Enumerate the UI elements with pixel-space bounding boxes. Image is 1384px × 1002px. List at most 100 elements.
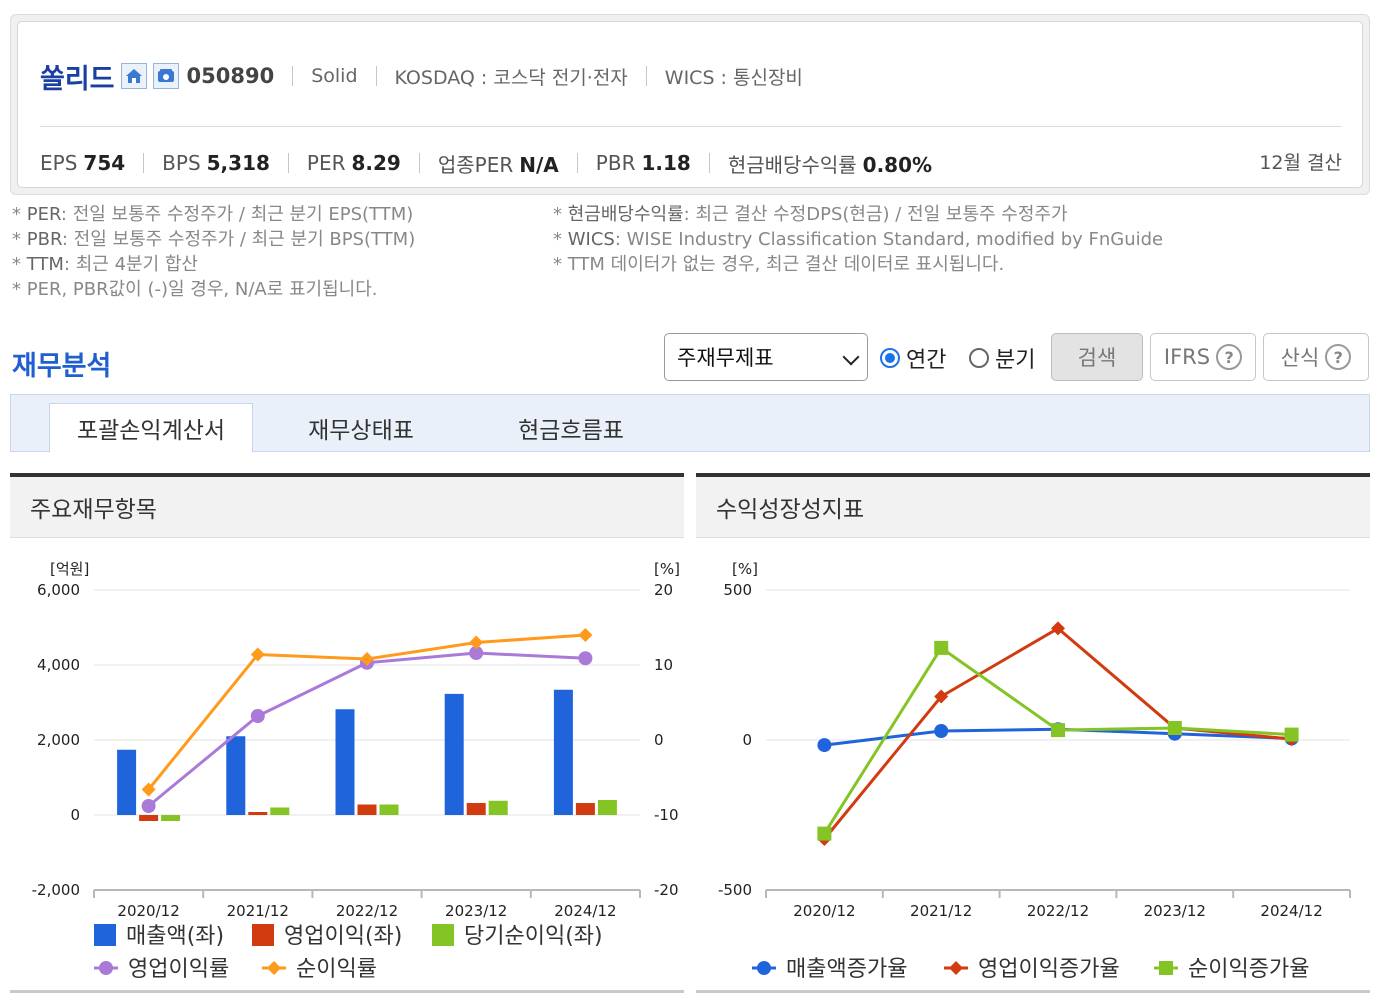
- divider: [143, 153, 145, 173]
- divider: [645, 66, 647, 86]
- metric-value: 1.18: [641, 151, 691, 175]
- company-summary-inner: 쏠리드 050890 Solid KOSDAQ : 코스닥 전기·전자 WICS…: [17, 21, 1363, 188]
- x-tick-label: 2021/12: [910, 902, 972, 920]
- line-point-1: [250, 647, 265, 662]
- legend-label: 영업이익(좌): [284, 924, 402, 949]
- line-point-0: [934, 724, 949, 738]
- panel-bottom-border: [696, 990, 1370, 993]
- growth-indicators-chart: 500 0 -500 [%] 2020/12 2021/12 2022/12 2023/12 2…: [718, 560, 1351, 982]
- bar-0: [444, 693, 464, 815]
- line-point-1: [141, 782, 156, 797]
- panel-bottom-border: [10, 990, 684, 993]
- note-text: PER, PBR값이 (-)일 경우, N/A로 표기됩니다.: [26, 279, 378, 300]
- line-point-1: [469, 635, 484, 650]
- company-wics: WICS : 통신장비: [664, 66, 803, 89]
- note-key: WICS: [567, 229, 615, 250]
- formula-button[interactable]: 산식 ?: [1263, 333, 1369, 381]
- line-point-0: [817, 738, 832, 753]
- tab-income-statement[interactable]: 포괄손익계산서: [49, 403, 253, 453]
- bar-2: [161, 815, 181, 821]
- divider: [375, 66, 377, 86]
- notes-right: * 현금배당수익률: 최근 결산 수정DPS(현금) / 전일 보통주 수정주가…: [553, 202, 1163, 277]
- metric-value: 5,318: [206, 151, 270, 175]
- y-tick-label: 4,000: [37, 656, 80, 674]
- bar-1: [248, 812, 268, 815]
- note-text: : 전일 보통주 수정주가 / 최근 분기 BPS(TTM): [61, 229, 416, 250]
- legend-marker: [267, 961, 281, 975]
- bar-2: [488, 800, 508, 815]
- company-name: 쏠리드: [40, 63, 115, 95]
- y-tick-label: 0: [742, 731, 752, 749]
- legend-label: 당기순이익(좌): [464, 924, 603, 949]
- legend-swatch: [432, 924, 454, 946]
- line-point-0: [250, 709, 265, 723]
- asterisk-icon: *: [553, 229, 568, 250]
- x-tick-label: 2021/12: [227, 902, 289, 920]
- y-axis-unit: [억원]: [50, 560, 89, 578]
- y-axis-unit: [%]: [732, 560, 758, 578]
- metric-value: N/A: [519, 152, 559, 177]
- legend-swatch: [252, 924, 274, 946]
- ifrs-button[interactable]: IFRS ?: [1150, 333, 1256, 381]
- metric-value: 8.29: [351, 151, 401, 175]
- line-point-1: [934, 689, 949, 704]
- metric-4: PBR 1.18: [596, 151, 691, 175]
- radio-annual-label: 연간: [906, 348, 947, 373]
- bar-2: [597, 800, 617, 815]
- bar-1: [139, 815, 159, 821]
- formula-button-label: 산식: [1280, 346, 1320, 370]
- note-key: TTM: [26, 254, 64, 275]
- radio-quarter[interactable]: 분기: [969, 342, 1035, 374]
- divider: [576, 153, 578, 173]
- bar-2: [270, 807, 290, 815]
- home-icon[interactable]: [120, 63, 147, 89]
- y2-tick-label: 0: [654, 731, 664, 749]
- asterisk-icon: *: [553, 204, 568, 225]
- y2-tick-label: -10: [654, 806, 679, 824]
- search-button-label: 검색: [1077, 346, 1117, 370]
- note-line: * PER: 전일 보통주 수정주가 / 최근 분기 EPS(TTM): [12, 202, 415, 227]
- metric-2: PER 8.29: [307, 151, 401, 175]
- question-icon: ?: [1325, 344, 1352, 370]
- y2-tick-label: 20: [654, 581, 673, 599]
- phone-icon[interactable]: [152, 63, 179, 89]
- section-title: 재무분석: [12, 351, 112, 382]
- company-english-name: Solid: [311, 65, 358, 87]
- legend-label: 영업이익증가율: [978, 957, 1120, 982]
- line-point-2: [817, 826, 832, 841]
- metric-value: 0.80%: [862, 152, 933, 177]
- radio-annual[interactable]: 연간: [880, 342, 946, 374]
- note-line: * 현금배당수익률: 최근 결산 수정DPS(현금) / 전일 보통주 수정주가: [553, 202, 1163, 227]
- panel-key-financials: 주요재무항목 6,000 4,000 2,000 0 -2,000 20 10 0 -10 -20…: [10, 473, 684, 993]
- statement-type-select[interactable]: 주재무제표: [664, 333, 868, 381]
- tab-balance-sheet[interactable]: 재무상태표: [308, 418, 414, 444]
- note-text: : WISE Industry Classification Standard,…: [614, 229, 1164, 250]
- radio-checked-icon: [880, 348, 900, 368]
- note-text: : 전일 보통주 수정주가 / 최근 분기 EPS(TTM): [60, 204, 414, 225]
- y2-axis-unit: [%]: [654, 560, 680, 578]
- search-button[interactable]: 검색: [1051, 333, 1143, 381]
- chevron-down-icon: [842, 348, 860, 366]
- series-line-2: [823, 645, 1292, 835]
- note-line: * TTM: 최근 4분기 합산: [12, 252, 415, 277]
- metric-1: BPS 5,318: [162, 151, 270, 175]
- metric-value: 754: [83, 151, 126, 175]
- bar-1: [357, 804, 377, 815]
- metric-3: 업종PER N/A: [438, 149, 559, 178]
- legend-swatch: [94, 924, 116, 946]
- metric-label: 업종PER: [437, 152, 514, 177]
- metric-label: PBR: [595, 151, 636, 175]
- legend-marker: [757, 961, 771, 975]
- line-point-2: [1284, 727, 1299, 742]
- legend-label: 매출액(좌): [126, 924, 224, 949]
- tab-cash-flow[interactable]: 현금흐름표: [518, 418, 624, 444]
- company-market: KOSDAQ : 코스닥 전기·전자: [394, 66, 628, 89]
- asterisk-icon: *: [12, 254, 27, 275]
- note-line: * WICS: WISE Industry Classification Sta…: [553, 227, 1163, 252]
- divider: [287, 153, 289, 173]
- bar-2: [379, 804, 399, 815]
- statement-type-value: 주재무제표: [677, 346, 774, 370]
- metric-label: BPS: [162, 151, 201, 175]
- note-line: * PER, PBR값이 (-)일 경우, N/A로 표기됩니다.: [12, 277, 415, 302]
- question-icon: ?: [1216, 344, 1243, 370]
